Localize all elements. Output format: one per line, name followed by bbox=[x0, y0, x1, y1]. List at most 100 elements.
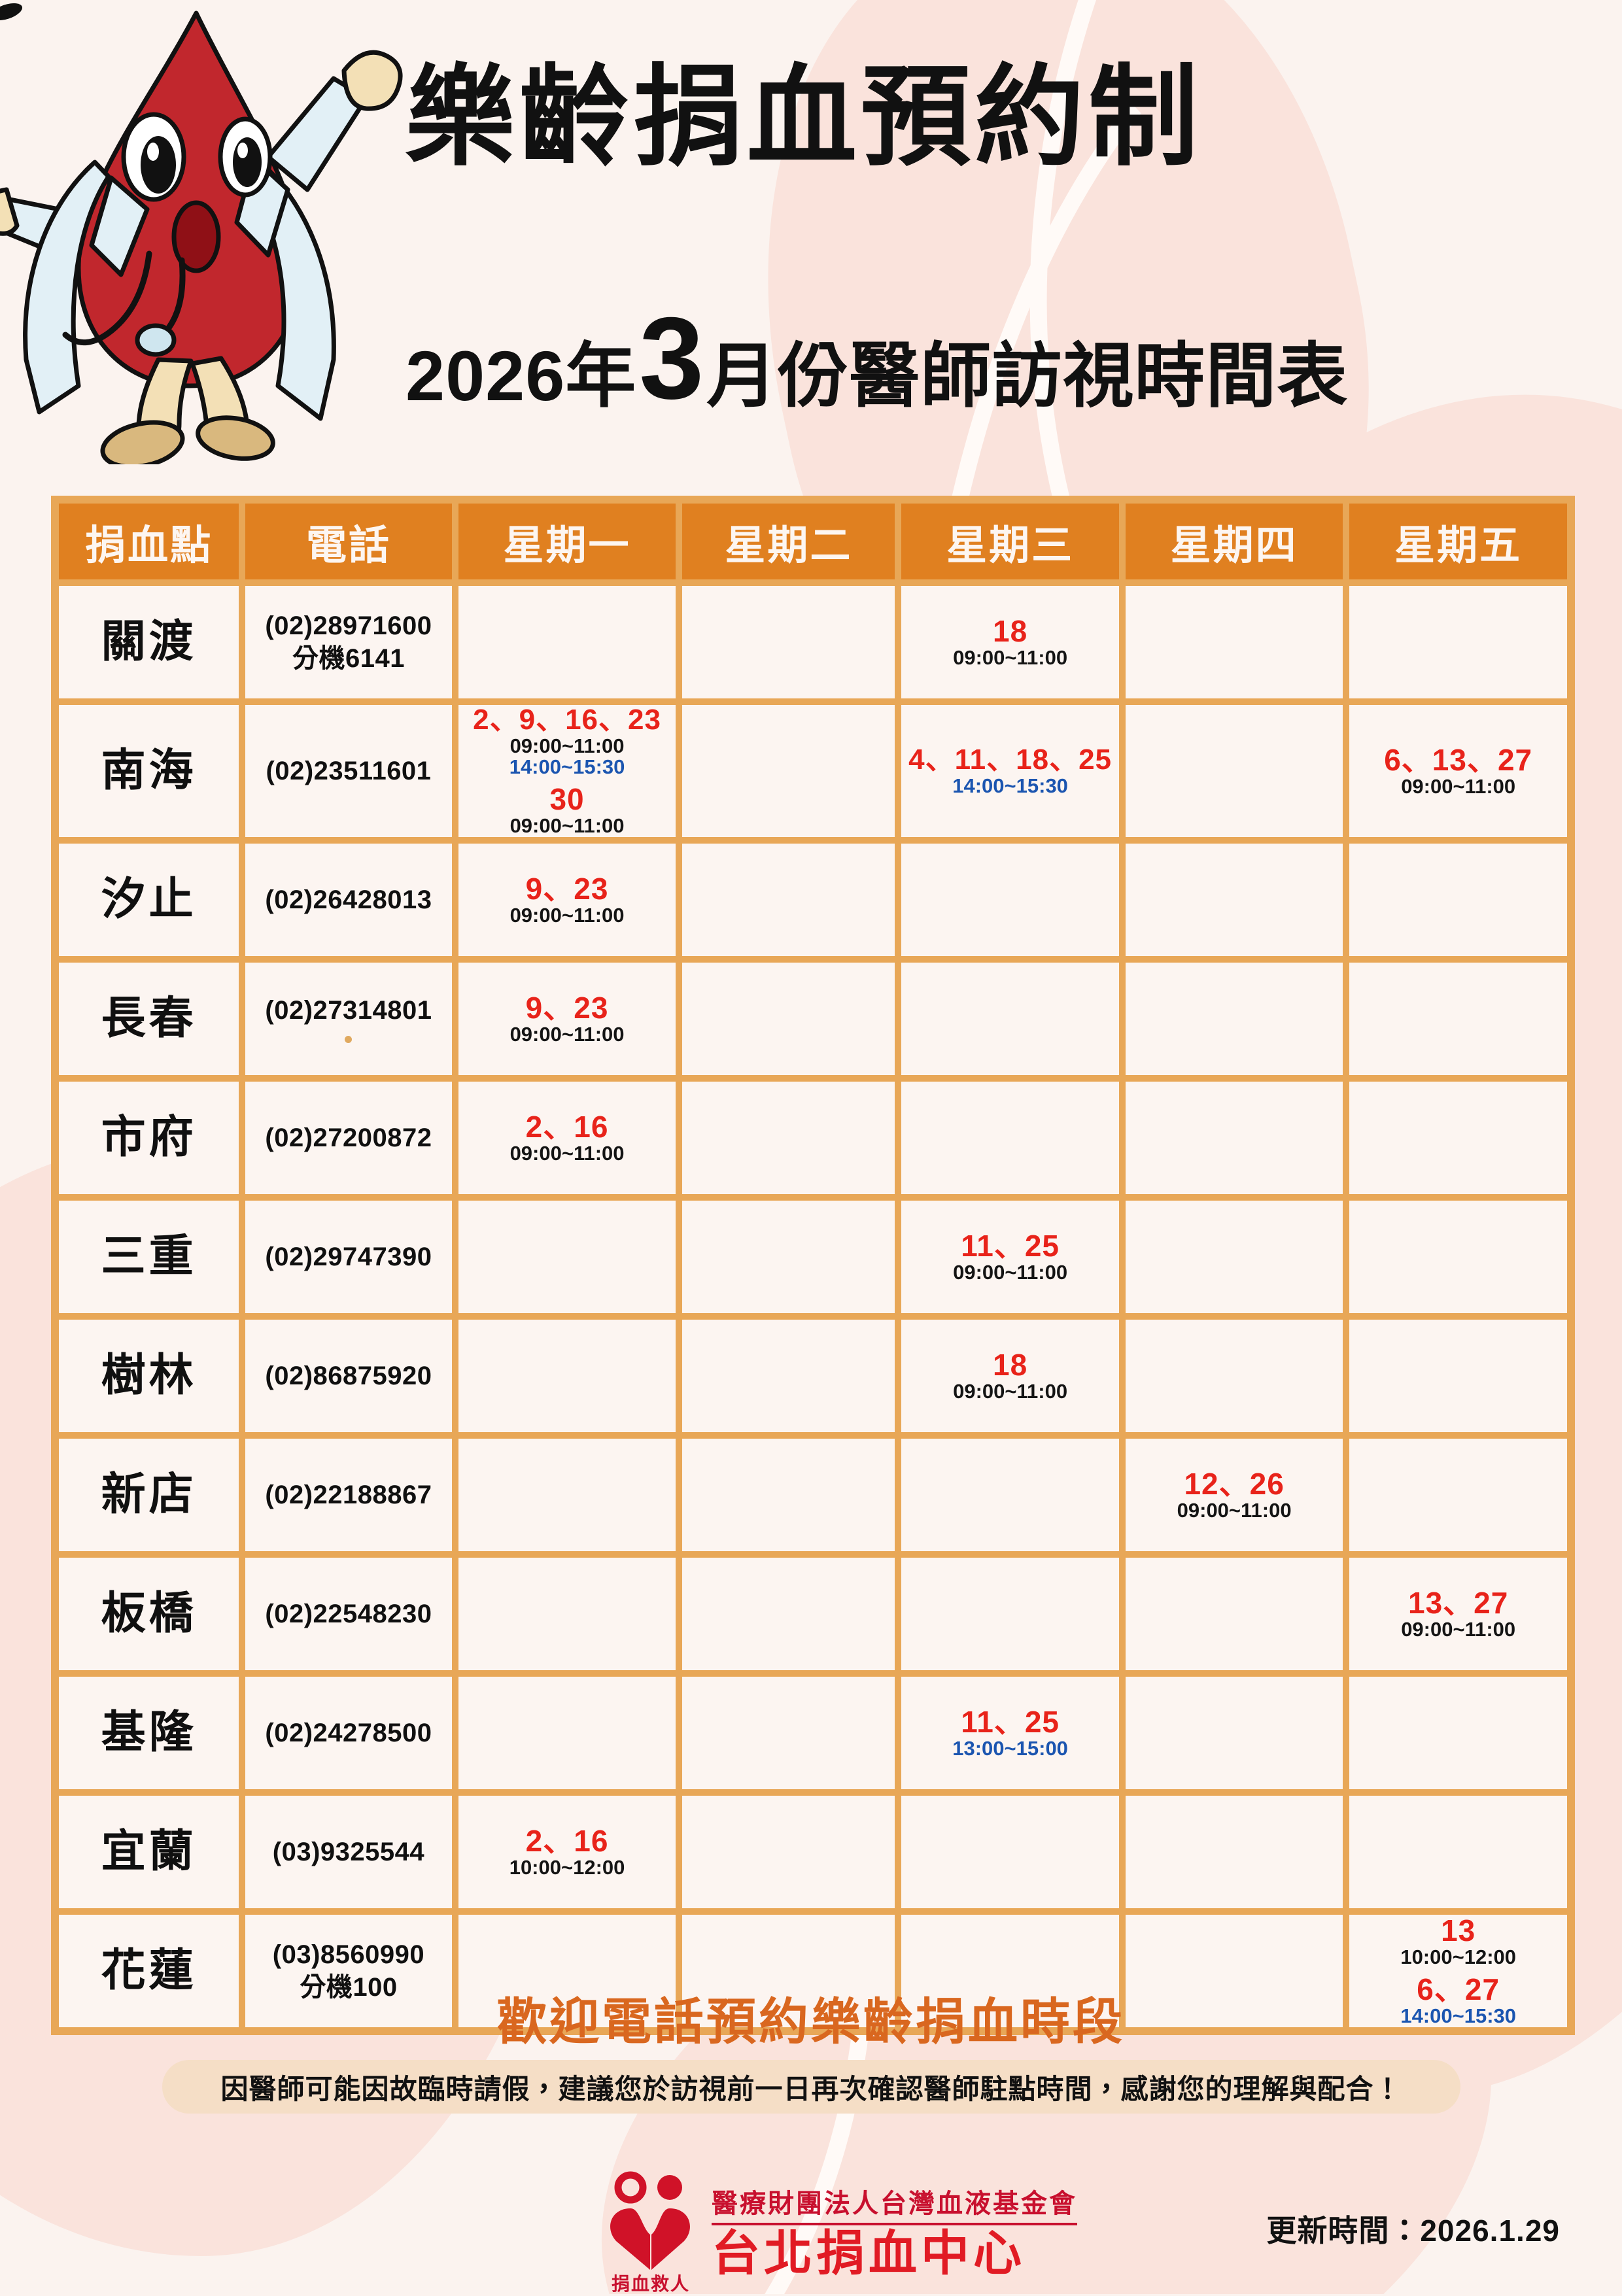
cell-thursday bbox=[1122, 1673, 1347, 1792]
cell-tuesday bbox=[679, 1554, 899, 1673]
cell-monday bbox=[455, 1435, 680, 1554]
taipei-blood-center-logo: 捐血救人 醫療財團法人台灣血液基金會 台北捐血中心 bbox=[602, 2171, 1077, 2296]
site-name: 汐止 bbox=[101, 874, 197, 925]
visit-entry-group: 9、23 09:00~11:00 bbox=[458, 873, 676, 927]
column-header-wednesday: 星期三 bbox=[898, 500, 1122, 583]
cell-site: 長春 bbox=[56, 959, 243, 1078]
visit-time-range: 09:00~11:00 bbox=[509, 1141, 625, 1165]
table-row: 花蓮 (03)8560990 分機100 13 10:00~12:00 6、27 14:00… bbox=[56, 1911, 1570, 2030]
table-header-row: 捐血點 電話 星期一 星期二 星期三 星期四 星期五 bbox=[56, 500, 1570, 583]
cell-site: 板橋 bbox=[56, 1554, 243, 1673]
cell-thursday bbox=[1122, 840, 1347, 959]
heart-people-logo-icon bbox=[610, 2171, 690, 2270]
cell-telephone: (02)26428013 bbox=[242, 840, 455, 959]
visit-entry-group: 13 10:00~12:00 6、27 14:00~15:30 bbox=[1349, 1915, 1567, 2027]
cell-monday bbox=[455, 1197, 680, 1316]
visit-time-range: 09:00~11:00 bbox=[1401, 1617, 1516, 1641]
cell-friday bbox=[1346, 1435, 1570, 1554]
visit-time-range: 09:00~11:00 bbox=[509, 814, 625, 838]
page-subtitle: 2026年 3 月份醫師訪視時間表 bbox=[406, 300, 1583, 417]
cell-wednesday: 11、25 09:00~11:00 bbox=[898, 1197, 1122, 1316]
visit-entry-group: 9、23 09:00~11:00 bbox=[458, 992, 676, 1046]
visit-time-range: 09:00~11:00 bbox=[953, 645, 1068, 669]
cell-friday bbox=[1346, 1792, 1570, 1911]
visit-time-range: 14:00~15:30 bbox=[509, 755, 625, 779]
cell-tuesday bbox=[679, 1792, 899, 1911]
visit-entry-group: 18 09:00~11:00 bbox=[901, 615, 1119, 669]
telephone-number: (02)22188867 bbox=[245, 1479, 452, 1511]
cell-site: 基隆 bbox=[56, 1673, 243, 1792]
cell-friday bbox=[1346, 583, 1570, 702]
site-name: 三重 bbox=[101, 1231, 197, 1282]
telephone-main: (03)8560990 bbox=[272, 1940, 425, 1969]
table-row: 關渡 (02)28971600 分機6141 18 09:00~11:00 bbox=[56, 583, 1570, 702]
cell-wednesday bbox=[898, 840, 1122, 959]
column-header-site: 捐血點 bbox=[56, 500, 243, 583]
site-name: 樹林 bbox=[101, 1350, 197, 1401]
visit-dates: 11、25 bbox=[961, 1705, 1060, 1739]
cell-thursday bbox=[1122, 1911, 1347, 2030]
cell-friday bbox=[1346, 840, 1570, 959]
cell-tuesday bbox=[679, 1197, 899, 1316]
visit-time-range: 09:00~11:00 bbox=[1401, 774, 1516, 798]
visit-entry-group: 13、27 09:00~11:00 bbox=[1349, 1587, 1567, 1641]
cell-site: 汐止 bbox=[56, 840, 243, 959]
table-header: 捐血點 電話 星期一 星期二 星期三 星期四 星期五 bbox=[56, 500, 1570, 583]
cell-tuesday bbox=[679, 702, 899, 840]
blood-drop-doctor-mascot-icon bbox=[0, 3, 403, 464]
cell-site: 市府 bbox=[56, 1078, 243, 1197]
visit-entry-group: 2、16 09:00~11:00 bbox=[458, 1111, 676, 1165]
cell-monday bbox=[455, 1554, 680, 1673]
telephone-main: (02)28971600 bbox=[265, 611, 432, 640]
cell-monday bbox=[455, 1673, 680, 1792]
cell-friday: 6、13、27 09:00~11:00 bbox=[1346, 702, 1570, 840]
cell-wednesday bbox=[898, 1435, 1122, 1554]
cell-tuesday bbox=[679, 1078, 899, 1197]
telephone-extension: 分機6141 bbox=[292, 644, 405, 673]
cell-site: 新店 bbox=[56, 1435, 243, 1554]
table-row: 基隆 (02)24278500 11、25 13:00~15:00 bbox=[56, 1673, 1570, 1792]
visit-dates: 13 bbox=[1441, 1913, 1476, 1948]
telephone-number: (02)27314801 bbox=[245, 994, 452, 1027]
visit-entry-group: 4、11、18、25 14:00~15:30 bbox=[901, 745, 1119, 797]
visit-dates: 11、25 bbox=[961, 1229, 1060, 1263]
cell-telephone: (02)22188867 bbox=[242, 1435, 455, 1554]
visit-dates: 4、11、18、25 bbox=[908, 744, 1113, 776]
cell-friday: 13 10:00~12:00 6、27 14:00~15:30 bbox=[1346, 1911, 1570, 2030]
telephone-number: (02)86875920 bbox=[245, 1360, 452, 1392]
table-body: 關渡 (02)28971600 分機6141 18 09:00~11:00 南海 (02)2… bbox=[56, 583, 1570, 2030]
visit-dates: 18 bbox=[993, 1348, 1028, 1382]
site-name: 關渡 bbox=[101, 617, 197, 667]
logo-divider bbox=[712, 2222, 1077, 2225]
table-row: 宜蘭 (03)9325544 2、16 10:00~12:00 bbox=[56, 1792, 1570, 1911]
telephone-main: (02)24278500 bbox=[265, 1718, 432, 1747]
visit-dates: 9、23 bbox=[525, 991, 609, 1025]
cell-tuesday bbox=[679, 959, 899, 1078]
logo-center-name: 台北捐血中心 bbox=[712, 2225, 1026, 2280]
cell-site: 樹林 bbox=[56, 1316, 243, 1435]
cell-thursday bbox=[1122, 1316, 1347, 1435]
call-to-action-text: 歡迎電話預約樂齡捐血時段 bbox=[497, 1995, 1125, 2050]
cell-friday bbox=[1346, 1673, 1570, 1792]
cell-tuesday bbox=[679, 840, 899, 959]
visit-time-range: 10:00~12:00 bbox=[509, 1855, 625, 1879]
site-name: 基隆 bbox=[101, 1707, 197, 1758]
cell-friday bbox=[1346, 1197, 1570, 1316]
telephone-number: (02)22548230 bbox=[245, 1598, 452, 1630]
visit-dates: 13、27 bbox=[1408, 1586, 1509, 1620]
cell-tuesday bbox=[679, 1435, 899, 1554]
telephone-number: (02)26428013 bbox=[245, 883, 452, 916]
column-header-monday: 星期一 bbox=[455, 500, 680, 583]
cell-thursday bbox=[1122, 1078, 1347, 1197]
cell-monday: 2、16 09:00~11:00 bbox=[455, 1078, 680, 1197]
cell-tuesday bbox=[679, 1316, 899, 1435]
cell-thursday bbox=[1122, 1197, 1347, 1316]
cell-friday bbox=[1346, 1316, 1570, 1435]
subtitle-year: 2026年 bbox=[406, 336, 637, 416]
cell-tuesday bbox=[679, 1673, 899, 1792]
cell-wednesday: 4、11、18、25 14:00~15:30 bbox=[898, 702, 1122, 840]
cell-monday bbox=[455, 1316, 680, 1435]
visit-time-range: 14:00~15:30 bbox=[1400, 2004, 1517, 2027]
cell-friday bbox=[1346, 959, 1570, 1078]
telephone-main: (02)86875920 bbox=[265, 1361, 432, 1390]
